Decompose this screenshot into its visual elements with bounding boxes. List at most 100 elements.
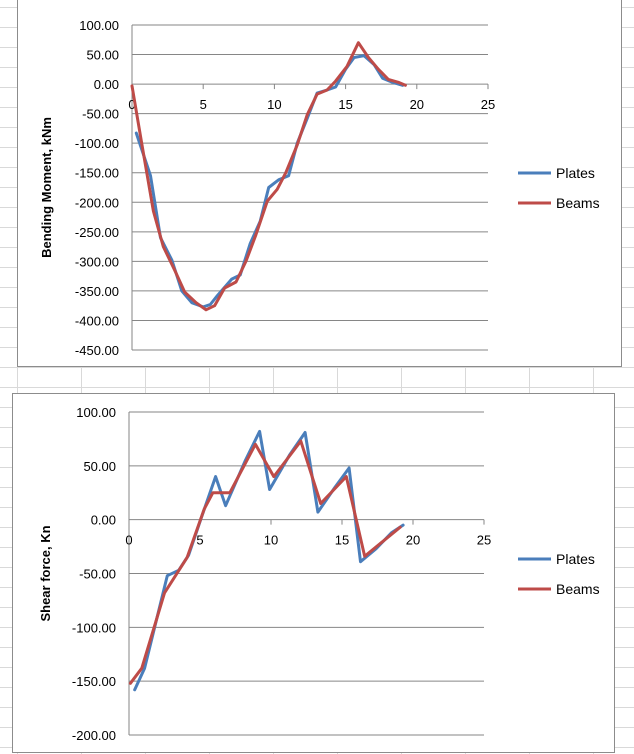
- x-tick-label: 5: [200, 97, 207, 112]
- data-point-plates: [287, 174, 290, 177]
- data-point-beams: [131, 85, 133, 87]
- y-tick-label: -400.00: [75, 313, 119, 328]
- y-tick-label: 0.00: [94, 77, 119, 92]
- data-point-beams: [255, 233, 257, 236]
- data-point-beams: [183, 291, 186, 293]
- data-point-beams: [306, 114, 308, 116]
- data-point-plates: [317, 511, 319, 513]
- data-point-beams: [296, 144, 298, 146]
- x-tick-label: 10: [264, 533, 278, 548]
- data-point-beams: [213, 304, 216, 307]
- y-axis-label: Shear force, Kn: [38, 525, 53, 621]
- data-point-beams: [186, 556, 189, 559]
- data-point-plates: [135, 132, 138, 134]
- data-point-beams: [173, 269, 176, 272]
- data-point-plates: [143, 667, 146, 670]
- data-point-plates: [267, 186, 270, 189]
- y-tick-label: -50.00: [79, 567, 116, 582]
- data-point-beams: [203, 508, 206, 510]
- data-point-beams: [404, 84, 407, 87]
- data-point-beams: [229, 491, 231, 494]
- data-point-beams: [235, 281, 237, 283]
- x-tick-label: 25: [481, 97, 495, 112]
- y-tick-label: -100.00: [75, 136, 119, 151]
- legend-label-beams: Beams: [556, 581, 600, 597]
- data-point-beams: [387, 78, 390, 81]
- data-point-plates: [381, 77, 384, 79]
- x-tick-label: 20: [410, 97, 424, 112]
- data-point-beams: [140, 667, 143, 670]
- x-tick-label: 15: [335, 533, 349, 548]
- x-tick-label: 5: [196, 533, 203, 548]
- data-point-plates: [304, 431, 306, 434]
- y-tick-label: -200.00: [72, 728, 116, 743]
- bending-moment-plot: 100.00 50.00 0.00 -50.00 -100.00 -150.00 -200.…: [39, 18, 600, 358]
- x-tick-label: 20: [406, 533, 420, 548]
- data-point-beams: [162, 245, 165, 248]
- data-point-beams: [319, 502, 322, 505]
- data-point-plates: [149, 174, 152, 177]
- data-point-plates: [191, 301, 193, 304]
- data-point-beams: [254, 443, 257, 446]
- data-point-plates: [230, 278, 233, 280]
- data-point-plates: [214, 475, 217, 478]
- data-point-beams: [284, 171, 287, 174]
- data-point-beams: [399, 526, 402, 529]
- data-point-plates: [402, 524, 404, 526]
- data-point-plates: [181, 290, 183, 292]
- data-point-beams: [300, 440, 302, 442]
- data-point-plates: [249, 242, 251, 245]
- data-point-beams: [377, 68, 380, 71]
- y-tick-label: -300.00: [75, 254, 119, 269]
- data-point-plates: [166, 574, 169, 577]
- data-point-plates: [133, 688, 136, 691]
- y-tick-label: -350.00: [75, 284, 119, 299]
- data-point-plates: [359, 560, 362, 563]
- y-tick-label: -50.00: [82, 107, 119, 122]
- data-point-beams: [195, 301, 197, 304]
- data-point-beams: [326, 89, 328, 91]
- shear-force-chart[interactable]: 100.00 50.00 0.00 -50.00 -100.00 -150.00 -200.…: [12, 393, 615, 753]
- data-point-plates: [334, 86, 337, 88]
- legend-label-plates: Plates: [556, 165, 595, 181]
- data-point-beams: [345, 475, 348, 478]
- data-point-beams: [346, 65, 348, 68]
- data-point-beams: [211, 491, 214, 494]
- shear-force-plot: 100.00 50.00 0.00 -50.00 -100.00 -150.00 -200.…: [38, 405, 600, 743]
- data-point-plates: [258, 430, 261, 433]
- data-point-beams: [357, 41, 360, 44]
- x-tick-label: 15: [338, 97, 352, 112]
- data-point-beams: [397, 81, 400, 84]
- data-point-beams: [163, 592, 166, 594]
- data-point-plates: [209, 303, 212, 306]
- y-tick-label: 100.00: [79, 18, 119, 33]
- data-point-beams: [223, 287, 226, 289]
- data-point-plates: [224, 504, 227, 507]
- y-tick-label: -100.00: [72, 620, 116, 635]
- data-point-plates: [268, 488, 271, 491]
- bending-moment-chart[interactable]: 100.00 50.00 0.00 -50.00 -100.00 -150.00 -200.…: [17, 0, 622, 367]
- data-point-beams: [276, 188, 279, 191]
- x-tick-label: 10: [267, 97, 281, 112]
- y-tick-label: 0.00: [91, 513, 116, 528]
- data-point-beams: [363, 555, 366, 558]
- x-tick-label: 0: [125, 533, 132, 548]
- data-point-beams: [245, 260, 247, 263]
- data-point-plates: [363, 54, 365, 57]
- series-line-beams: [130, 41, 407, 312]
- data-point-beams: [367, 56, 370, 59]
- y-tick-label: -450.00: [75, 343, 119, 358]
- y-tick-label: -150.00: [72, 674, 116, 689]
- y-tick-label: -150.00: [75, 166, 119, 181]
- y-tick-label: -250.00: [75, 225, 119, 240]
- x-tick-label: 0: [128, 97, 135, 112]
- data-point-plates: [348, 467, 350, 469]
- y-axis-label: Bending Moment, kNm: [39, 117, 54, 258]
- series-line-plates: [134, 54, 405, 309]
- y-tick-label: 50.00: [83, 459, 116, 474]
- data-point-beams: [316, 93, 318, 95]
- y-tick-label: 50.00: [86, 48, 119, 63]
- data-point-plates: [277, 179, 280, 181]
- series-line-beams: [128, 439, 402, 685]
- data-point-beams: [205, 309, 207, 311]
